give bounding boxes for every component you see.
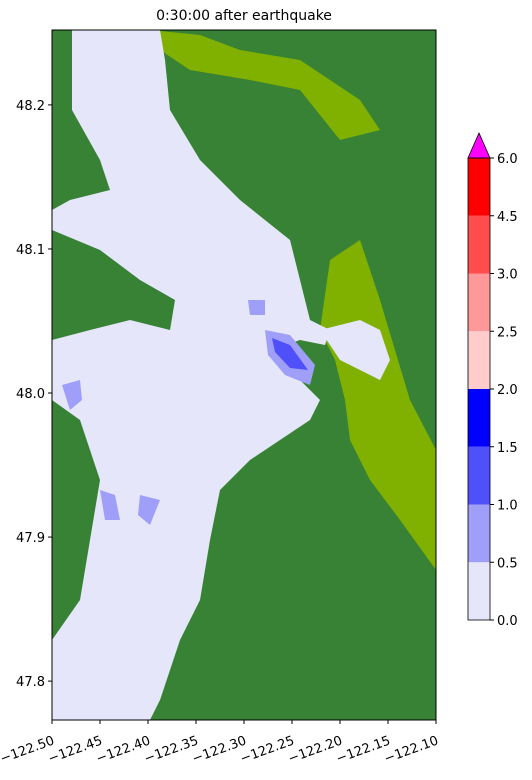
x-tick-label: −122.15 (334, 733, 392, 766)
x-tick-label: −122.10 (382, 733, 440, 766)
x-tick-label: −122.50 (0, 733, 57, 766)
colorbar: 0.0 0.5 1.0 1.5 2.0 2.5 3.0 4.5 6.0 (467, 132, 518, 629)
wave-patch (138, 495, 160, 525)
wave-patch (248, 300, 265, 315)
wave-patch (100, 490, 120, 520)
colorbar-segment (468, 215, 490, 274)
colorbar-tick-label: 4.5 (497, 210, 518, 225)
x-tick-label: −122.45 (46, 733, 104, 766)
colorbar-tick-label: 1.5 (497, 441, 518, 456)
lowland (320, 240, 436, 570)
x-tick-label: −122.25 (238, 733, 296, 766)
colorbar-tick-label: 0.5 (497, 556, 518, 571)
colorbar-segment (468, 158, 490, 216)
colorbar-extend (467, 132, 491, 159)
x-tick-label: −122.40 (94, 733, 152, 766)
y-tick-label: 47.9 (16, 531, 45, 546)
x-tick-label: −122.20 (286, 733, 344, 766)
colorbar-tick-label: 0.0 (497, 614, 518, 629)
x-tick-label: −122.30 (190, 733, 248, 766)
water (320, 320, 390, 380)
colorbar-segment (468, 389, 490, 447)
colorbar-tick-label: 3.0 (497, 268, 518, 283)
y-tick-label: 47.8 (16, 675, 45, 690)
colorbar-segment (468, 446, 490, 505)
colorbar-segment (468, 273, 490, 332)
title: 0:30:00 after earthquake (156, 8, 332, 24)
wave-patch (62, 380, 82, 410)
colorbar-tick-label: 1.0 (497, 499, 518, 514)
colorbar-segment (468, 331, 490, 389)
y-tick-label: 48.2 (16, 99, 45, 114)
lowland (150, 30, 380, 140)
colorbar-tick-label: 2.5 (497, 325, 518, 340)
y-tick-label: 48.1 (16, 243, 45, 258)
y-tick-label: 48.0 (16, 387, 45, 402)
map-area (51, 29, 437, 721)
x-tick-label: −122.35 (142, 733, 200, 766)
wave-patch (272, 338, 308, 370)
colorbar-tick-label: 6.0 (497, 152, 518, 167)
water (52, 30, 330, 720)
colorbar-segment (468, 504, 490, 563)
colorbar-tick-label: 2.0 (497, 383, 518, 398)
colorbar-segment (468, 562, 490, 620)
